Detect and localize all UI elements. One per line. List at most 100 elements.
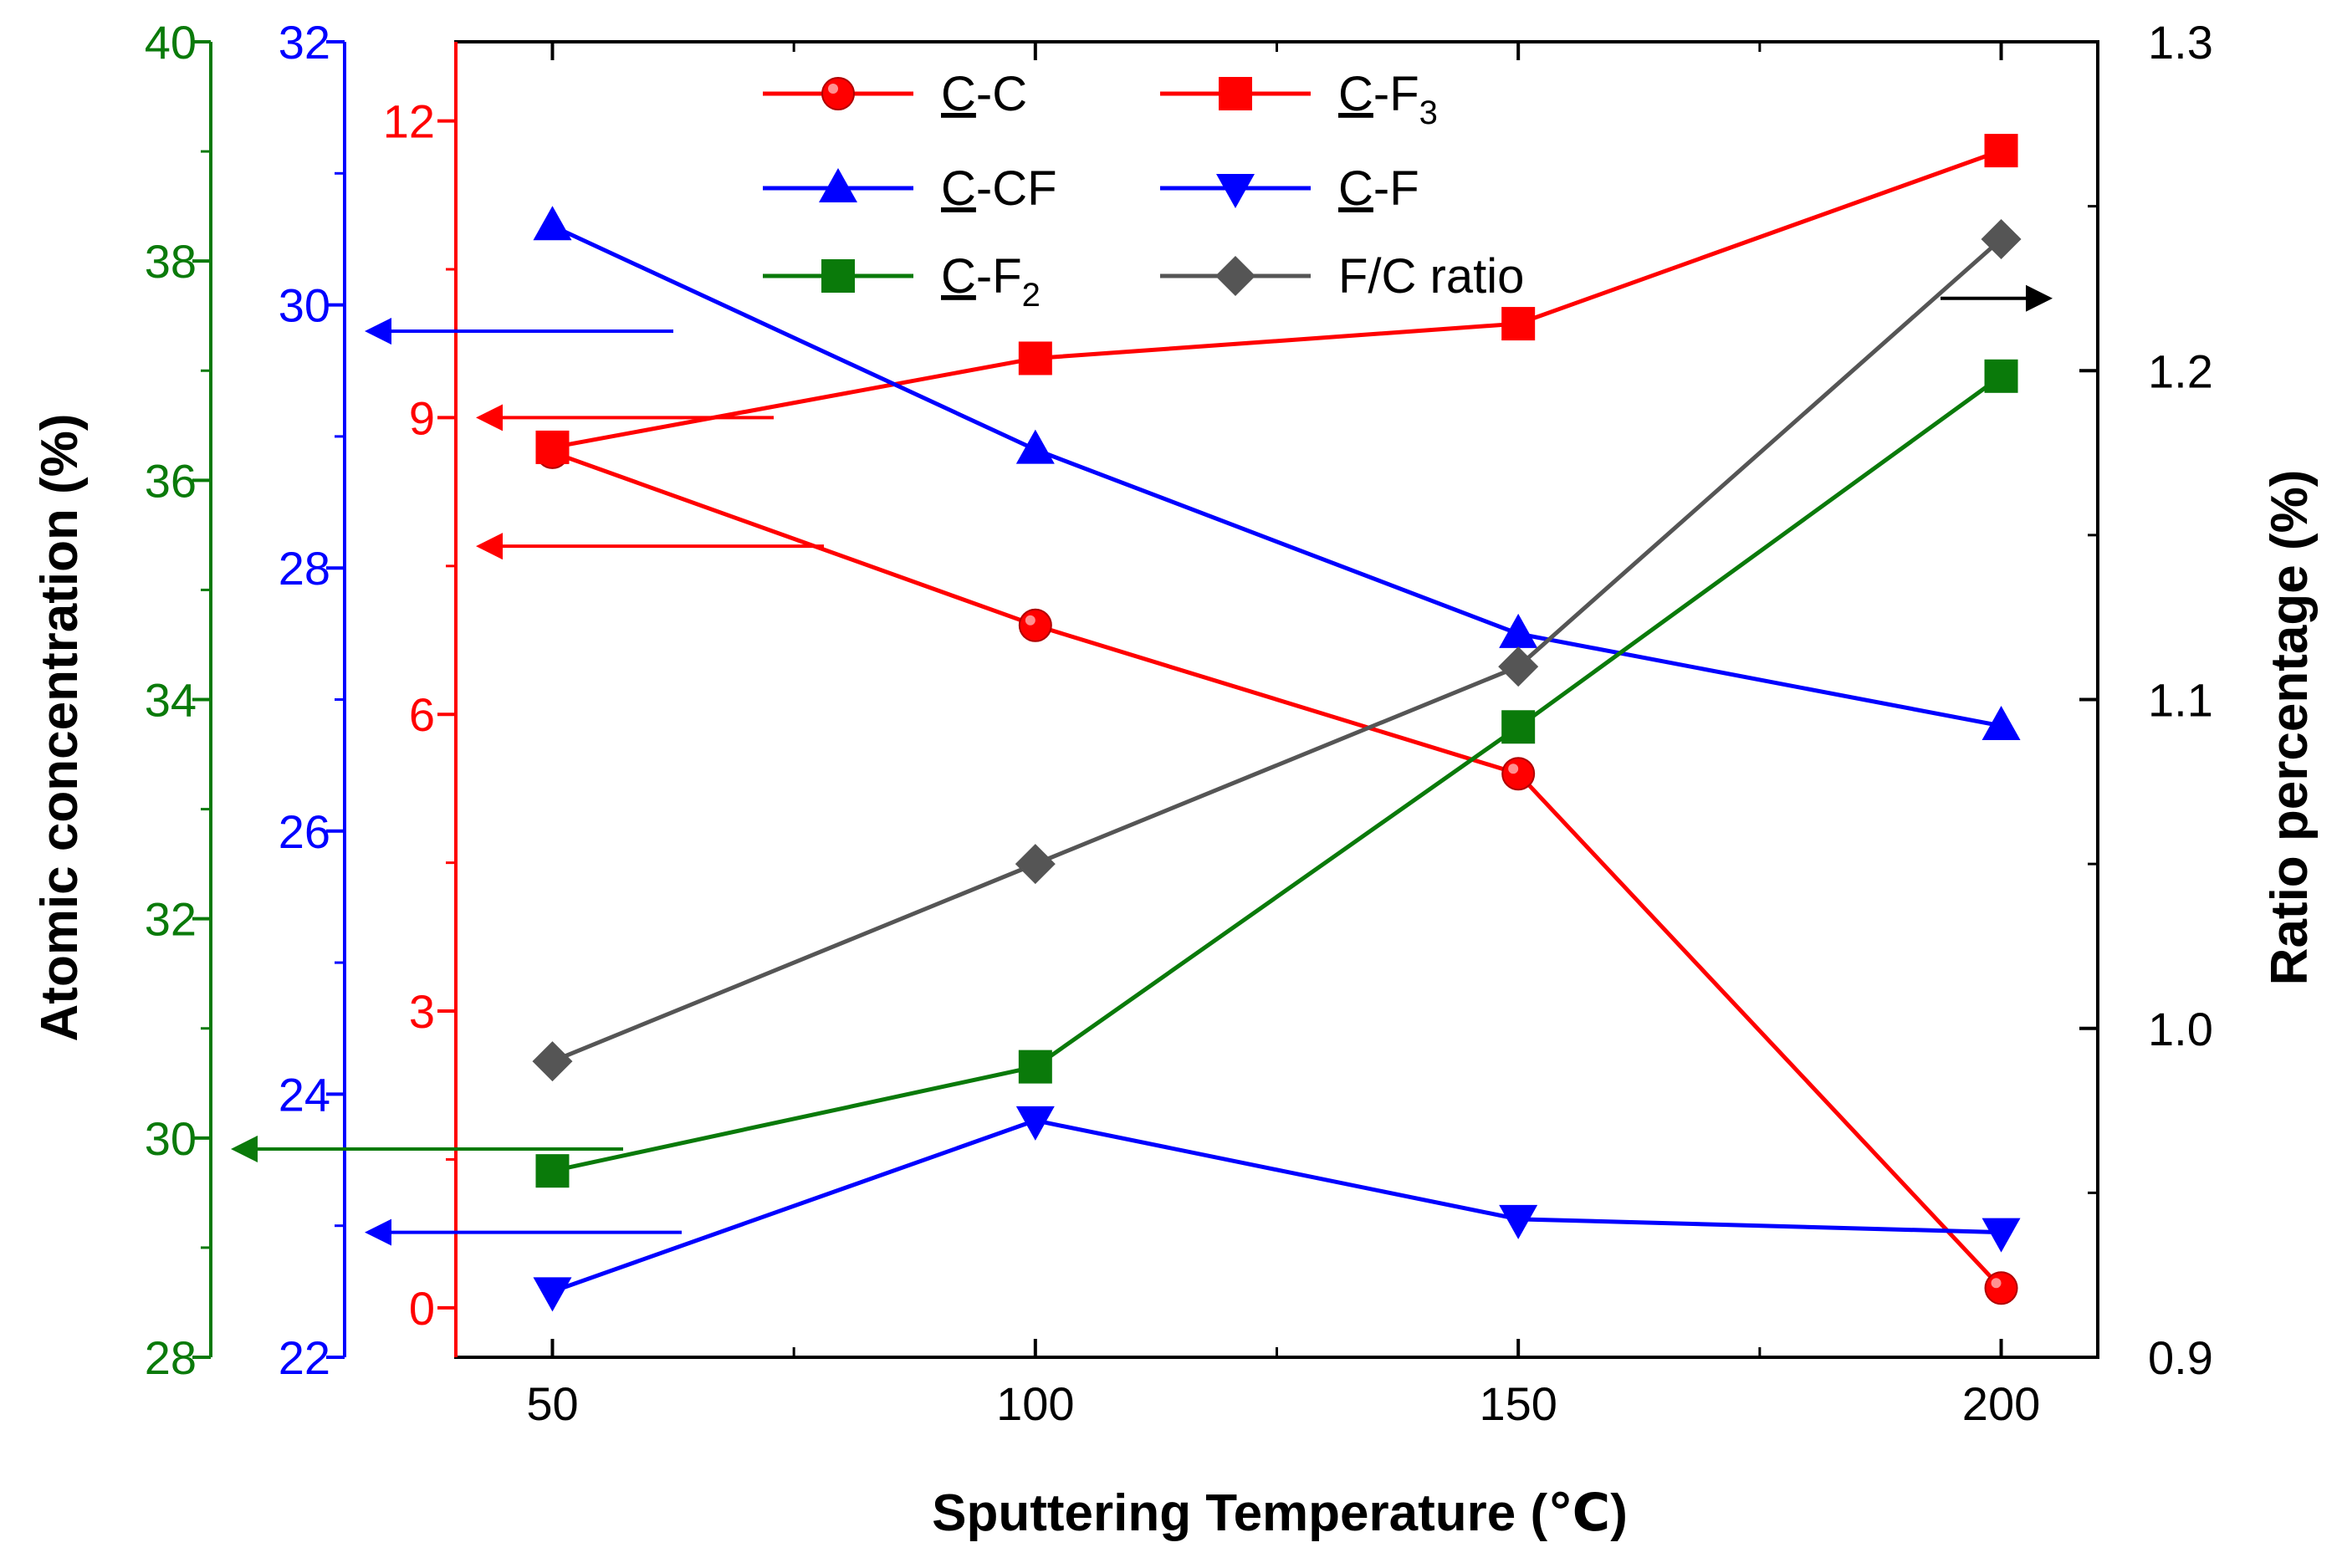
data-point [1018,608,1052,642]
legend-marker-highlight [828,84,838,94]
legend-marker [1215,256,1255,296]
legend-label: C-CF [941,161,1057,216]
axis-indicator-arrows [231,284,2053,1246]
legend-label-base: C [941,161,976,216]
data-point [533,206,572,241]
legend-marker [1216,174,1255,208]
data-point [1984,359,2018,393]
legend-label-rest: -C [976,67,1027,121]
legend-marker [1219,77,1252,110]
legend-label-rest: -F [1373,67,1419,121]
data-point-highlight [1508,764,1519,774]
legend-label-rest: -F [1373,161,1419,216]
data-point-highlight [1025,615,1035,626]
data-point [535,430,570,464]
series-line [551,237,2003,1064]
series-line [552,148,2002,450]
legend-item: C-F [1160,161,1419,216]
y-tick-label-right: 1.3 [2148,16,2213,69]
y-tick-label-right: 1.0 [2148,1003,2213,1055]
data-point [1018,341,1052,375]
x-axis-title: Sputtering Temperature (℃) [932,1484,1628,1542]
data-point [1501,307,1536,341]
y-axis-blue: 22 24 26 28 30 32 [279,16,346,1384]
data-point [1501,757,1536,791]
y-axis-right: 0.9 1.0 1.1 1.2 1.3 [2079,16,2213,1384]
data-point [1499,613,1538,648]
legend-label-subscript: 2 [1022,277,1041,314]
data-point [1981,705,2021,740]
legend-label: C-F [1338,161,1419,216]
legend-label-subscript: 3 [1419,94,1438,131]
y-tick-label-blue: 22 [279,1331,330,1384]
x-tick-label: 150 [1479,1377,1557,1430]
y-tick-label-right: 0.9 [2148,1331,2213,1384]
legend-marker [819,168,857,202]
y-tick-label-blue: 32 [279,16,330,69]
legend-label-base: C [1338,67,1373,121]
data-point [1981,1218,2021,1253]
series-line [551,450,2003,1290]
legend-label: F/C ratio [1338,249,1524,304]
y-tick-label-green: 36 [145,454,197,507]
y-tick-label-green: 40 [145,16,197,69]
y-tick-label-green: 30 [145,1112,197,1165]
series-c-f [533,1106,2021,1312]
y-tick-label-green: 38 [145,235,197,288]
legend-item: C-C [763,67,1027,121]
legend-label: C-F2 [941,249,1041,314]
y-tick-label-red: 3 [409,985,435,1038]
legend-label-base: C [1338,161,1373,216]
y-axis-title-left: Atomic concentration (%) [31,414,89,1042]
series-line [551,223,2002,728]
legend: C-C C-F3C-CF C-FC-F2 F/C ratio [763,67,1524,314]
data-point [533,1277,572,1312]
y-tick-label-right: 1.2 [2148,345,2213,397]
legend-label-rest: -F [976,249,1022,304]
y-tick-label-green: 34 [145,674,197,727]
legend-label-rest: -CF [976,161,1057,216]
y-axis-red: 0 3 6 9 12 [383,42,458,1357]
data-point [1501,710,1536,744]
legend-item: C-F2 [763,249,1041,314]
legend-item: F/C ratio [1160,249,1524,304]
y-tick-label-red: 12 [383,95,435,148]
y-axis-title-right: Ratio percentage (%) [2261,470,2319,986]
legend-label-base: C [941,249,976,304]
data-point [1984,1271,2018,1305]
series-line [551,1118,2002,1294]
y-tick-label-blue: 30 [279,279,330,332]
y-tick-label-red: 9 [409,391,435,444]
legend-label: C-F3 [1338,67,1438,131]
data-point [1984,134,2018,168]
series-c-c [535,435,2018,1305]
y-tick-label-green: 32 [145,893,197,946]
legend-label: C-C [941,67,1027,121]
data-point [532,1041,573,1082]
y-axis-green: 28 30 32 34 36 38 40 [145,16,212,1384]
data-point [1015,844,1056,885]
data-point [1499,1204,1538,1239]
x-tick-label: 100 [996,1377,1074,1430]
data-point [1018,1050,1052,1084]
data-point [1498,646,1539,687]
data-point-highlight [1991,1278,2002,1289]
series-c-cf [533,206,2021,740]
x-tick-label: 200 [1962,1377,2040,1430]
data-point [1015,429,1055,464]
y-tick-label-blue: 28 [279,542,330,595]
y-tick-label-right: 1.1 [2148,674,2213,727]
legend-marker [821,77,855,110]
series-c-f3 [535,134,2018,464]
legend-item: C-F3 [1160,67,1438,131]
data-point [1015,1106,1055,1141]
axes-group: 50 100 150 20028303234363840222426283032036… [145,16,2213,1430]
series-f-c-ratio [532,218,2022,1082]
series-line [551,374,2002,1173]
y-tick-label-blue: 24 [279,1068,330,1121]
legend-marker [821,259,855,293]
legend-label-base: C [941,67,976,121]
y-tick-label-red: 6 [409,688,435,741]
series-c-f2 [535,359,2018,1188]
